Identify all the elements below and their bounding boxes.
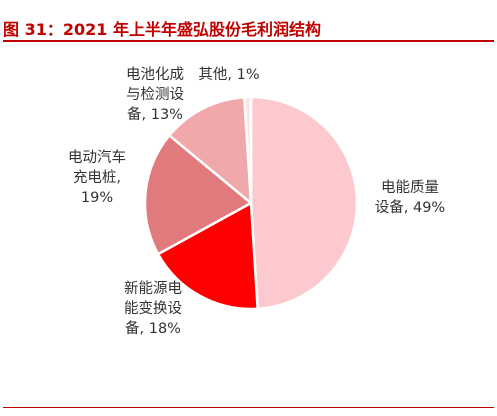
slice-label-line: 设备, 49% xyxy=(375,199,445,216)
slice-label-line: 新能源电 xyxy=(124,280,182,297)
title-rule xyxy=(3,40,494,42)
pie-slice-4 xyxy=(243,95,253,205)
slice-label-line: 能变换设 xyxy=(124,300,182,317)
chart-title: 图 31：2021 年上半年盛弘股份毛利润结构 xyxy=(3,20,321,39)
pie-slice-3 xyxy=(168,95,253,205)
slice-label-line: 与检测设 xyxy=(126,86,184,103)
slice-label-line: 电动汽车 xyxy=(68,149,126,166)
slice-label-2: 电动汽车充电桩, 19% xyxy=(68,149,126,206)
pie-slices xyxy=(143,95,359,311)
slice-label-line: 充电桩, xyxy=(73,169,121,186)
slice-label-line: 电池化成 xyxy=(126,66,184,83)
bottom-rule xyxy=(3,407,494,408)
slice-label-0: 电能质量设备, 49% xyxy=(375,179,445,216)
slice-label-line: 备, 13% xyxy=(127,106,183,123)
slice-label-4: 其他, 1% xyxy=(198,66,259,83)
pie-slice-2 xyxy=(143,134,253,256)
slice-label-1: 新能源电能变换设备, 18% xyxy=(124,280,182,337)
slice-label-3: 电池化成与检测设备, 13% xyxy=(126,66,184,123)
pie-slice-1 xyxy=(156,201,259,311)
pie-slice-0 xyxy=(249,95,359,311)
pie-labels: 电能质量设备, 49% 新能源电能变换设备, 18% 电动汽车充电桩, 19% 电池化成… xyxy=(68,66,445,337)
slice-label-line: 备, 18% xyxy=(125,320,181,337)
slice-label-line: 19% xyxy=(81,190,113,206)
slice-label-line: 电能质量 xyxy=(381,179,439,196)
slice-label-line: 其他, 1% xyxy=(198,66,259,83)
